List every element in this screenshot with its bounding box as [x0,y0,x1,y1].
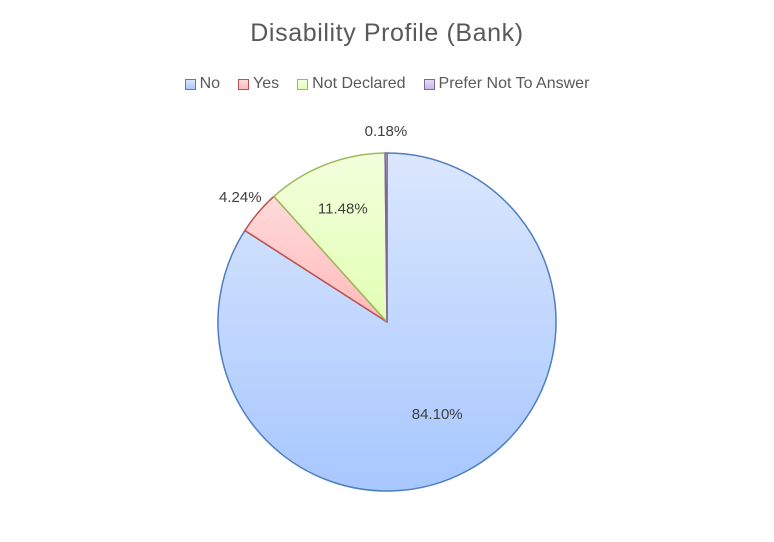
slice-prefer-not-to-answer [384,152,388,323]
legend-item-not-declared: Not Declared [297,75,406,93]
slice-not-declared [273,152,388,323]
legend-label-not-declared: Not Declared [312,75,406,92]
legend-label-prefer-not-to-answer: Prefer Not To Answer [438,75,590,92]
data-label-not-declared: 11.48% [318,201,368,218]
legend: No Yes Not Declared Prefer Not To Answer [0,75,774,93]
legend-item-prefer-not-to-answer: Prefer Not To Answer [423,75,590,93]
legend-item-yes: Yes [238,75,279,93]
legend-label-no: No [199,75,221,92]
legend-swatch-prefer-not-to-answer [423,78,435,90]
data-label-prefer-not-to-answer: 0.18% [365,123,408,140]
legend-swatch-yes [238,78,250,90]
chart-title: Disability Profile (Bank) [250,19,524,47]
data-label-no: 84.10% [412,406,463,423]
data-label-yes: 4.24% [219,189,262,206]
legend-label-yes: Yes [253,75,280,92]
legend-swatch-no [184,78,196,90]
data-labels: 84.10% 4.24% 11.48% 0.18% [219,123,463,423]
legend-swatch-not-declared [297,78,309,90]
pie-slices [217,152,557,492]
legend-item-no: No [184,75,221,93]
slice-no [217,152,557,492]
